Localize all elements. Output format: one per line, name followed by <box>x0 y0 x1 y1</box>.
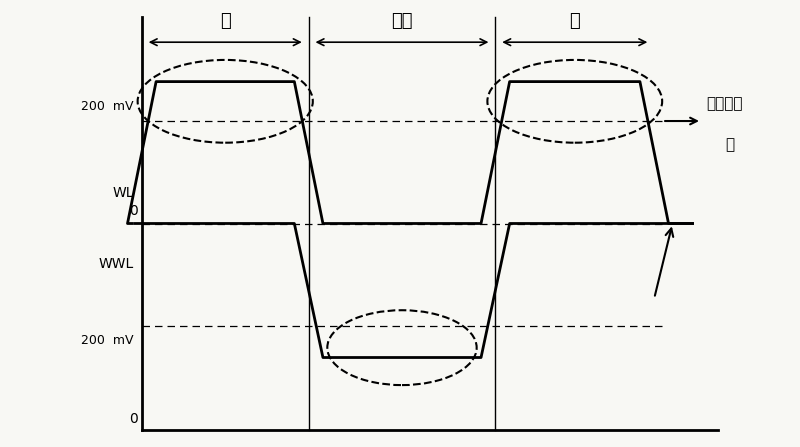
Text: WWL: WWL <box>98 257 134 271</box>
Text: 200  mV: 200 mV <box>82 100 134 113</box>
Text: 200  mV: 200 mV <box>82 334 134 347</box>
Text: 写: 写 <box>570 12 580 30</box>
Text: 读: 读 <box>220 12 230 30</box>
Text: 增强的字: 增强的字 <box>706 96 742 111</box>
Text: 0: 0 <box>129 203 138 218</box>
Text: WL: WL <box>112 186 134 200</box>
Text: 0: 0 <box>129 413 138 426</box>
Text: 保持: 保持 <box>391 12 413 30</box>
Text: 线: 线 <box>726 137 735 152</box>
